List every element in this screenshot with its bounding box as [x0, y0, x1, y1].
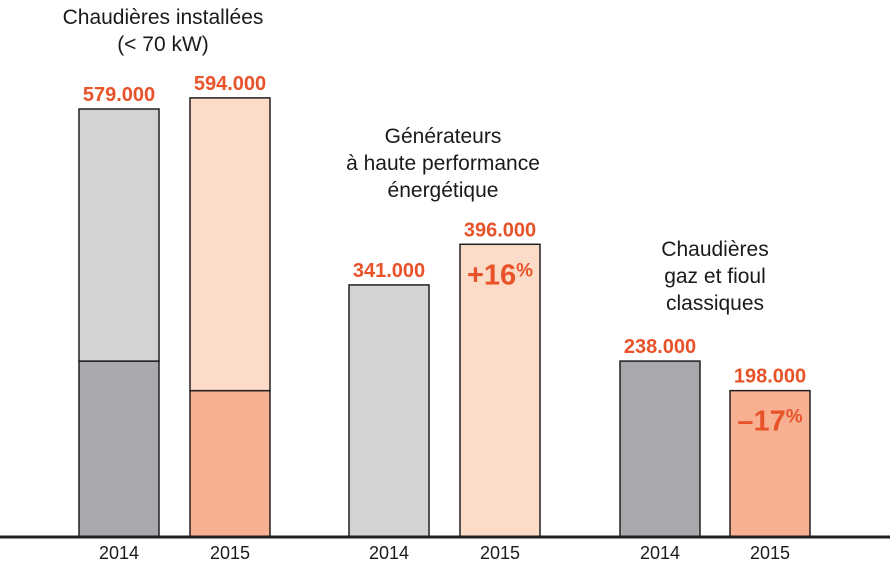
group-title-line: à haute performance — [346, 152, 540, 175]
percent-change-number: +16 — [467, 259, 516, 291]
bar-value-label: 238.000 — [624, 336, 696, 358]
bar-segment-top — [189, 97, 271, 392]
year-label: 2015 — [480, 543, 520, 563]
year-label: 2015 — [750, 543, 790, 563]
percent-change-number: –17 — [737, 406, 785, 438]
bar-value-label: 594.000 — [194, 73, 266, 95]
bar-value-label: 198.000 — [734, 366, 806, 388]
percent-sign: % — [516, 260, 533, 281]
group-title-line: (< 70 kW) — [117, 33, 209, 56]
bar — [459, 243, 541, 538]
year-label: 2014 — [99, 543, 139, 563]
bar — [348, 284, 430, 538]
group-title-line: énergétique — [388, 179, 499, 202]
group-title-line: classiques — [666, 292, 764, 315]
group-title-line: gaz et fioul — [664, 265, 766, 288]
bar — [729, 389, 811, 538]
labels-layer: Chaudières installées (< 70 kW) 579.000 201… — [63, 6, 807, 563]
bar-segment-bottom — [189, 389, 271, 538]
percent-sign: % — [786, 407, 803, 428]
group-title-line: Chaudières installées — [63, 6, 264, 29]
bar — [619, 360, 701, 538]
percent-change-label: –17% — [737, 406, 802, 438]
bar-segment-bottom — [78, 360, 160, 538]
year-label: 2014 — [369, 543, 409, 563]
group-title-line: Chaudières — [661, 238, 768, 261]
percent-change-label: +16% — [467, 259, 533, 291]
bar-value-label: 579.000 — [83, 84, 155, 106]
group-title-line: Générateurs — [385, 125, 502, 148]
year-label: 2015 — [210, 543, 250, 563]
year-label: 2014 — [640, 543, 680, 563]
bars-layer — [78, 97, 811, 538]
bar-value-label: 341.000 — [353, 260, 425, 282]
bar-value-label: 396.000 — [464, 219, 536, 241]
bar-segment-top — [78, 108, 160, 362]
